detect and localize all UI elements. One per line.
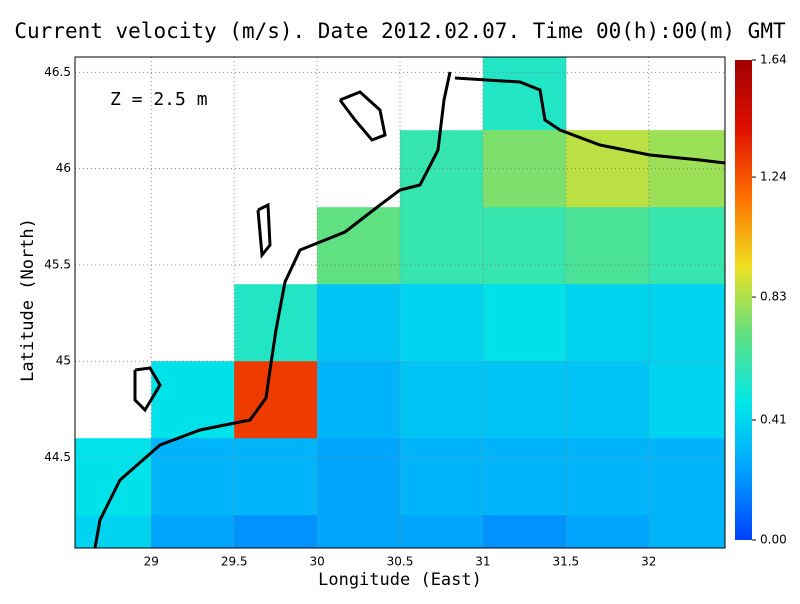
x-tick-label: 29.5 (221, 555, 248, 569)
speed-cell (648, 438, 725, 516)
speed-cell (75, 515, 152, 548)
speed-cell (482, 207, 567, 285)
x-tick-label: 32 (641, 555, 656, 569)
speed-cell (482, 284, 567, 362)
speed-cell (565, 207, 650, 285)
speed-cell (317, 438, 401, 516)
y-axis-label: Latitude (North) (18, 218, 38, 382)
colorbar-label: 0.41 (760, 413, 787, 427)
speed-cell (317, 515, 401, 548)
speed-cell (234, 515, 318, 548)
speed-cell (151, 515, 235, 548)
x-tick-label: 29 (144, 555, 159, 569)
speed-cell (151, 438, 235, 516)
speed-cell (400, 515, 484, 548)
speed-cell (482, 515, 567, 548)
coast (256, 202, 272, 259)
speed-cell (234, 361, 318, 439)
speed-cell (482, 438, 567, 516)
field (75, 57, 725, 548)
x-tick-label: 31 (475, 555, 490, 569)
speed-cell (648, 130, 725, 208)
x-axis-label: Longitude (East) (318, 570, 482, 590)
plot-frame (74, 56, 726, 549)
speed-cell (151, 361, 235, 439)
y-tick-label: 46 (56, 161, 71, 175)
speed-cell (317, 284, 401, 362)
speed-cell (565, 361, 650, 439)
speed-cell (400, 207, 484, 285)
y-tick-label: 45 (56, 354, 71, 368)
speed-cell (648, 284, 725, 362)
speed-cell (482, 361, 567, 439)
chart-title: Current velocity (m/s). Date 2012.02.07.… (14, 19, 786, 43)
speed-cell (234, 438, 318, 516)
coast (338, 90, 387, 142)
colorbar-label: 1.24 (760, 170, 787, 184)
grid (75, 57, 725, 548)
speed-cell (482, 130, 567, 208)
speed-cell (400, 284, 484, 362)
colorbar-label: 0.83 (760, 290, 787, 304)
coast (133, 366, 162, 413)
speed-cell (565, 284, 650, 362)
speed-cell (400, 361, 484, 439)
speed-cell (648, 515, 725, 548)
speed-cell (75, 438, 152, 516)
colorbar (735, 60, 752, 540)
coast (454, 76, 725, 165)
colorbar-label: 0.00 (760, 533, 787, 547)
coast (93, 71, 452, 548)
y-tick-label: 44.5 (44, 450, 71, 464)
speed-cell (400, 130, 484, 208)
speed-cell (648, 361, 725, 439)
x-tick-label: 31.5 (552, 555, 579, 569)
colorbar-label: 1.64 (760, 53, 787, 67)
x-tick-label: 30.5 (387, 555, 414, 569)
speed-cell (482, 57, 567, 131)
speed-cell (565, 438, 650, 516)
y-tick-label: 45.5 (44, 257, 71, 271)
y-tick-label: 46.5 (44, 65, 71, 79)
speed-cell (565, 515, 650, 548)
coastline (93, 71, 725, 548)
speed-cell (317, 207, 401, 285)
speed-cell (317, 361, 401, 439)
x-tick-label: 30 (309, 555, 324, 569)
speed-cell (648, 207, 725, 285)
annotation: Z = 2.5 m (110, 89, 208, 110)
speed-cell (400, 438, 484, 516)
